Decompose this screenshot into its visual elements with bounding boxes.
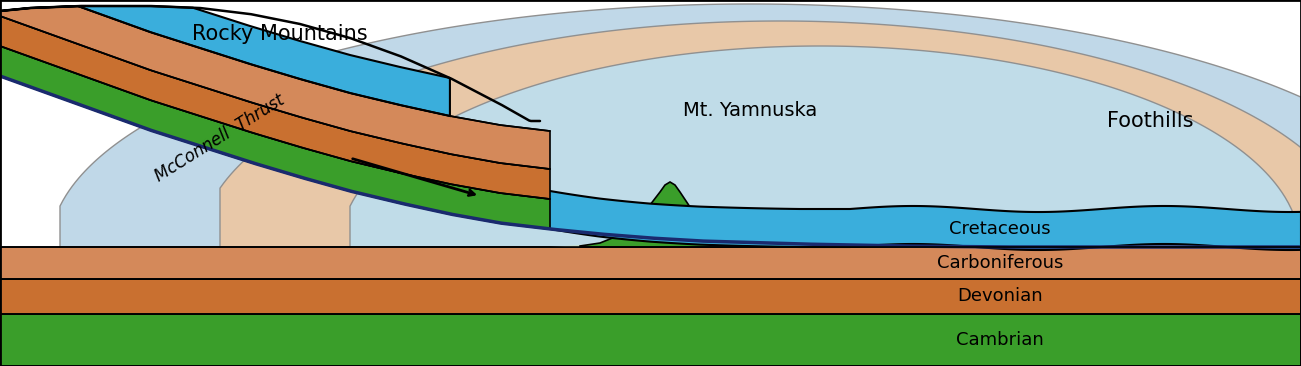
Polygon shape	[0, 16, 550, 199]
Polygon shape	[0, 38, 1301, 250]
Text: Cambrian: Cambrian	[956, 331, 1043, 349]
Polygon shape	[220, 21, 1301, 247]
Polygon shape	[0, 314, 1301, 366]
Polygon shape	[350, 46, 1301, 247]
Text: Mt. Yamnuska: Mt. Yamnuska	[683, 101, 817, 120]
Polygon shape	[580, 182, 860, 247]
Polygon shape	[0, 247, 1301, 279]
Polygon shape	[0, 6, 550, 169]
Polygon shape	[0, 6, 450, 116]
Text: McConnell  Thrust: McConnell Thrust	[152, 91, 288, 185]
Polygon shape	[60, 4, 1301, 247]
Text: Rocky Mountains: Rocky Mountains	[193, 24, 368, 44]
Text: Foothills: Foothills	[1107, 111, 1193, 131]
Polygon shape	[550, 225, 879, 247]
Polygon shape	[0, 279, 1301, 314]
Text: Cretaceous: Cretaceous	[950, 220, 1051, 238]
Polygon shape	[0, 46, 550, 229]
Text: Devonian: Devonian	[958, 287, 1043, 305]
Text: Carboniferous: Carboniferous	[937, 254, 1063, 272]
